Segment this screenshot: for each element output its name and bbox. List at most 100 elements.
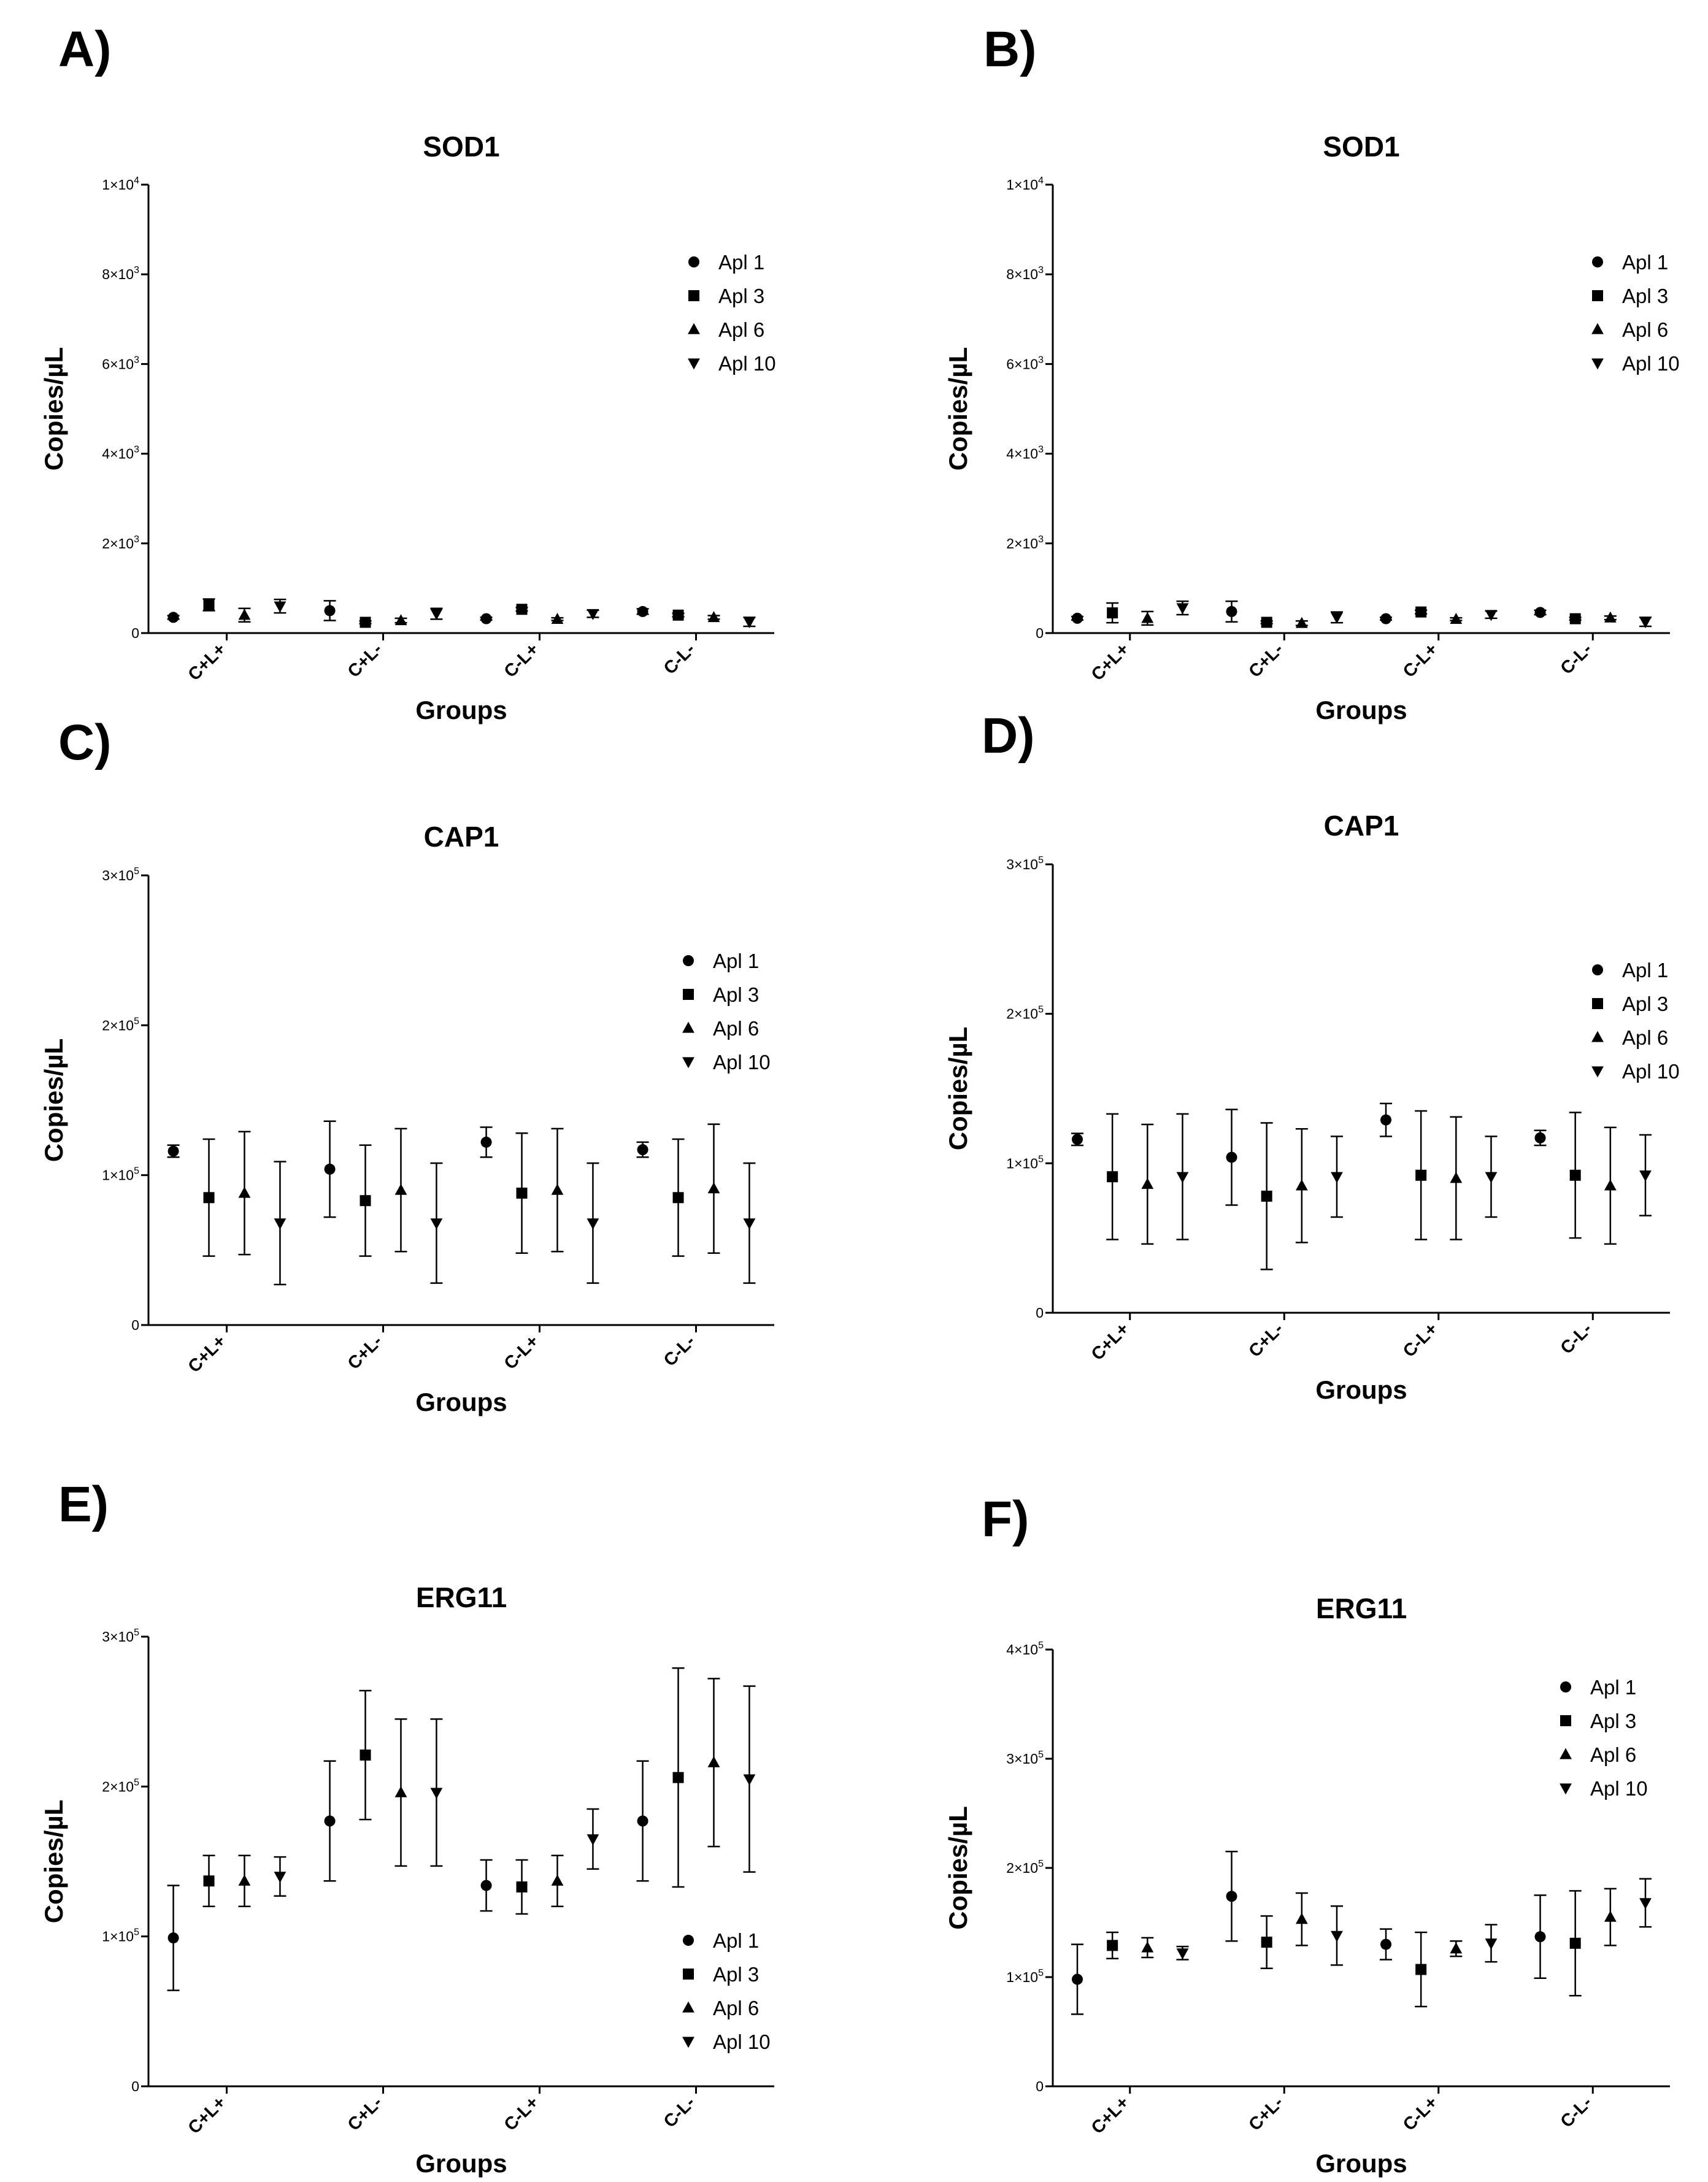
x-tick-label: C-L+	[1399, 639, 1442, 682]
data-point	[203, 599, 215, 610]
chart-panel-5: E) ERG11 0 1×105 2×105 3×105 C+L+ C+L- C-L+ C-L- G…	[39, 1477, 774, 2178]
data-point	[1569, 1169, 1581, 1181]
data-point	[1639, 1170, 1652, 1182]
x-axis-label: Groups	[1315, 1375, 1407, 1404]
y-axis-label: Copies/µL	[39, 1800, 68, 1924]
legend-marker	[688, 323, 700, 334]
legend-marker	[688, 358, 700, 370]
data-point	[1331, 1172, 1343, 1183]
legend-marker	[1592, 256, 1603, 267]
data-point	[1295, 1179, 1308, 1191]
panel-letter: A)	[58, 21, 112, 77]
legend-marker	[683, 1935, 694, 1946]
x-axis-label: Groups	[1315, 696, 1407, 724]
legend-label: Apl 6	[1622, 318, 1668, 341]
y-tick-label: 1×105	[1006, 1968, 1044, 1985]
data-point	[1072, 1973, 1083, 1985]
y-axis-label: Copies/µL	[944, 1806, 972, 1930]
data-point	[360, 1195, 371, 1207]
y-tick-label: 4×103	[1006, 445, 1044, 462]
legend-marker	[688, 256, 699, 267]
panel-letter: F)	[982, 1491, 1029, 1547]
chart-title: ERG11	[1316, 1592, 1407, 1624]
panel-letter: B)	[983, 21, 1037, 77]
panel-letter: E)	[58, 1477, 109, 1532]
data-point	[587, 1834, 599, 1846]
chart-panel-3: C) CAP1 0 1×105 2×105 3×105 C+L+ C+L- C-L+ C-L- Gr…	[39, 715, 774, 1416]
panel-letter: D)	[982, 708, 1035, 764]
data-point	[480, 613, 492, 624]
legend-marker	[1560, 1715, 1571, 1726]
y-tick-label: 1×105	[102, 1166, 139, 1183]
legend-marker	[1592, 964, 1603, 975]
y-tick-label: 0	[131, 625, 139, 641]
data-point	[1415, 1169, 1427, 1181]
data-point	[516, 1881, 528, 1893]
legend-label: Apl 3	[713, 1963, 759, 1986]
data-point	[1639, 617, 1652, 629]
x-axis-label: Groups	[415, 2149, 507, 2178]
y-tick-label: 1×104	[1006, 175, 1044, 193]
x-tick-label: C+L-	[344, 2092, 387, 2135]
data-point	[1450, 612, 1463, 624]
data-point	[707, 1182, 720, 1194]
data-point	[672, 1772, 684, 1783]
y-tick-label: 4×105	[1006, 1640, 1044, 1658]
data-point	[203, 1192, 215, 1204]
x-tick-label: C+L-	[1245, 2092, 1287, 2135]
y-tick-label: 8×103	[1006, 265, 1044, 282]
legend-label: Apl 6	[718, 318, 764, 341]
y-tick-label: 6×103	[102, 355, 139, 372]
data-point	[707, 611, 720, 623]
legend-label: Apl 10	[1622, 1060, 1680, 1083]
x-tick-label: C-L+	[1399, 2092, 1442, 2135]
data-point	[324, 1163, 336, 1175]
data-point	[1534, 607, 1546, 618]
data-point	[516, 604, 528, 615]
data-point	[360, 617, 371, 628]
data-point	[1380, 1938, 1392, 1950]
legend-marker	[1592, 290, 1603, 301]
y-tick-label: 1×104	[102, 175, 139, 193]
legend-marker	[1591, 1066, 1604, 1078]
x-tick-label: C+L+	[1088, 639, 1133, 685]
data-point	[1226, 1151, 1237, 1163]
data-point	[1331, 1930, 1343, 1942]
legend-marker	[682, 2001, 694, 2013]
y-tick-label: 6×103	[1006, 355, 1044, 372]
y-tick-label: 4×103	[102, 445, 139, 462]
data-point	[480, 1880, 492, 1891]
data-point	[1261, 1937, 1272, 1948]
chart-title: ERG11	[416, 1581, 507, 1613]
legend-marker	[688, 290, 699, 301]
data-point	[238, 1186, 251, 1198]
data-point	[1141, 1941, 1154, 1953]
x-tick-label: C-L-	[1557, 2092, 1596, 2132]
data-point	[324, 605, 336, 617]
legend-marker	[1591, 1031, 1604, 1042]
legend-label: Apl 10	[713, 1051, 771, 1074]
y-tick-label: 2×103	[102, 534, 139, 551]
legend-label: Apl 1	[1622, 959, 1668, 982]
data-point	[167, 612, 179, 623]
y-tick-label: 3×105	[1006, 855, 1044, 872]
data-point	[1226, 605, 1237, 617]
legend-marker	[683, 989, 694, 1000]
chart-panel-2: B) SOD1 0 2×103 4×103 6×103 8×103 1×104 C+L+ C+L-…	[944, 21, 1680, 724]
data-point	[1450, 1942, 1463, 1954]
data-point	[1295, 617, 1308, 628]
chart-panel-4: D) CAP1 0 1×105 2×105 3×105 C+L+ C+L- C-L+ C-L- Gr…	[944, 708, 1680, 1404]
legend-label: Apl 10	[1622, 352, 1680, 375]
x-tick-label: C-L-	[1557, 639, 1596, 678]
y-tick-label: 1×105	[1006, 1154, 1044, 1171]
y-tick-label: 0	[1036, 625, 1044, 641]
data-point	[1141, 1178, 1154, 1189]
data-point	[1534, 1132, 1546, 1143]
data-point	[167, 1145, 179, 1157]
data-point	[1604, 611, 1617, 623]
data-point	[360, 1750, 371, 1761]
legend-label: Apl 10	[1590, 1777, 1648, 1800]
data-point	[480, 1136, 492, 1148]
data-point	[637, 1144, 648, 1156]
data-point	[430, 1788, 443, 1799]
